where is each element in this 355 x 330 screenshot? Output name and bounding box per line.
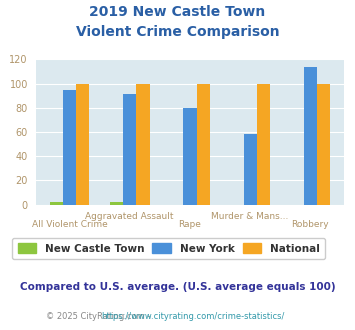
Text: All Violent Crime: All Violent Crime — [32, 220, 107, 229]
Bar — [76, 83, 89, 205]
Bar — [50, 202, 63, 205]
Text: Aggravated Assault: Aggravated Assault — [86, 212, 174, 221]
Text: 2019 New Castle Town: 2019 New Castle Town — [89, 5, 266, 19]
Text: © 2025 CityRating.com -: © 2025 CityRating.com - — [46, 312, 153, 321]
Bar — [304, 67, 317, 205]
Bar — [244, 134, 257, 205]
Bar — [183, 108, 197, 205]
Text: Rape: Rape — [179, 220, 201, 229]
Bar — [63, 90, 76, 205]
Text: https://www.cityrating.com/crime-statistics/: https://www.cityrating.com/crime-statist… — [101, 312, 285, 321]
Bar — [197, 83, 210, 205]
Bar — [123, 94, 136, 205]
Bar — [110, 202, 123, 205]
Legend: New Castle Town, New York, National: New Castle Town, New York, National — [12, 238, 325, 259]
Bar — [136, 83, 149, 205]
Text: Violent Crime Comparison: Violent Crime Comparison — [76, 25, 279, 39]
Bar — [317, 83, 330, 205]
Text: Murder & Mans...: Murder & Mans... — [212, 212, 289, 221]
Text: Compared to U.S. average. (U.S. average equals 100): Compared to U.S. average. (U.S. average … — [20, 282, 335, 292]
Text: Robbery: Robbery — [291, 220, 329, 229]
Bar — [257, 83, 270, 205]
